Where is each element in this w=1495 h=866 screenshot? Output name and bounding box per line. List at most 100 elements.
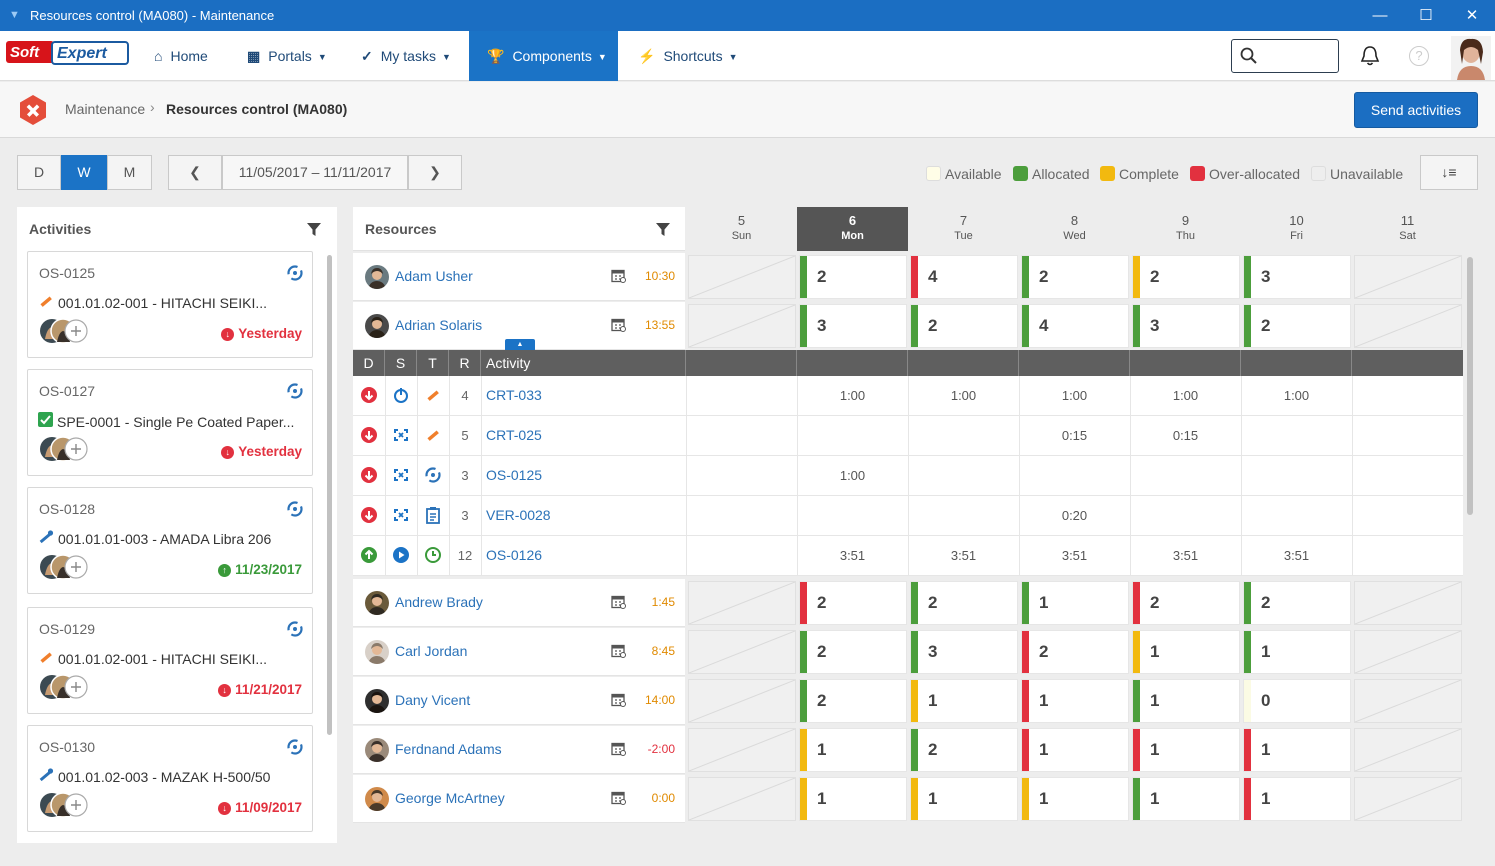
resource-name[interactable]: Carl Jordan <box>395 643 468 659</box>
user-avatar[interactable] <box>1451 36 1491 80</box>
allocation-cell[interactable]: 0 <box>1243 679 1351 723</box>
search-input[interactable] <box>1231 39 1339 73</box>
nav-portals[interactable]: ▦ Portals ▼ <box>247 31 327 81</box>
allocation-cell[interactable]: 3 <box>1243 255 1351 299</box>
activity-link[interactable]: VER-0028 <box>486 507 551 523</box>
allocation-cell[interactable]: 2 <box>799 679 907 723</box>
allocation-cell[interactable]: 1 <box>1132 630 1240 674</box>
filter-icon[interactable] <box>307 223 321 237</box>
allocation-cell[interactable]: 1 <box>1132 777 1240 821</box>
allocation-cell[interactable]: 4 <box>910 255 1018 299</box>
allocation-cell[interactable]: 2 <box>1132 581 1240 625</box>
allocation-cell[interactable]: 2 <box>1243 581 1351 625</box>
resource-name[interactable]: Ferdnand Adams <box>395 741 502 757</box>
nav-shortcuts[interactable]: ⚡ Shortcuts ▼ <box>638 31 738 81</box>
filter-icon[interactable] <box>656 223 670 237</box>
team-avatars[interactable] <box>39 554 89 580</box>
activity-card[interactable]: OS-0127 SPE-0001 - Single Pe Coated Paper… <box>27 369 313 476</box>
allocation-cell[interactable]: 3 <box>1132 304 1240 348</box>
collapse-activities-tab[interactable]: ▲ <box>505 339 535 350</box>
activity-row[interactable]: 3 OS-0125 1:00 <box>353 456 1463 496</box>
allocation-cell[interactable]: 1 <box>910 679 1018 723</box>
resource-name[interactable]: Adrian Solaris <box>395 317 483 333</box>
allocation-cell[interactable]: 1 <box>1243 777 1351 821</box>
allocation-cell[interactable]: 1 <box>910 777 1018 821</box>
view-month-button[interactable]: M <box>107 155 152 190</box>
bell-icon[interactable] <box>1360 45 1380 67</box>
grid-scrollbar[interactable] <box>1467 257 1473 515</box>
day-header[interactable]: 6 Mon <box>797 207 908 251</box>
allocation-cell[interactable]: 1 <box>1021 679 1129 723</box>
allocation-cell[interactable]: 2 <box>910 728 1018 772</box>
allocation-cell[interactable]: 3 <box>910 630 1018 674</box>
calendar-icon[interactable] <box>611 643 626 658</box>
resource-name[interactable]: George McArtney <box>395 790 505 806</box>
allocation-cell[interactable]: 4 <box>1021 304 1129 348</box>
allocation-cell[interactable]: 2 <box>1132 255 1240 299</box>
allocation-cell[interactable]: 1 <box>1243 630 1351 674</box>
day-header[interactable]: 9 Thu <box>1130 207 1241 251</box>
allocation-cell[interactable]: 2 <box>910 304 1018 348</box>
sort-button[interactable]: ↓≡ <box>1420 155 1478 190</box>
breadcrumb-parent[interactable]: Maintenance <box>65 101 146 117</box>
calendar-icon[interactable] <box>611 594 626 609</box>
allocation-cell[interactable]: 1 <box>1243 728 1351 772</box>
resource-name[interactable]: Dany Vicent <box>395 692 471 708</box>
calendar-icon[interactable] <box>611 692 626 707</box>
day-header[interactable]: 11 Sat <box>1352 207 1463 251</box>
help-icon[interactable]: ? <box>1409 46 1429 66</box>
team-avatars[interactable] <box>39 674 89 700</box>
allocation-cell[interactable]: 3 <box>799 304 907 348</box>
day-header[interactable]: 7 Tue <box>908 207 1019 251</box>
day-header[interactable]: 8 Wed <box>1019 207 1130 251</box>
allocation-cell[interactable]: 1 <box>1132 728 1240 772</box>
nav-home[interactable]: ⌂ Home <box>154 31 208 81</box>
activity-card[interactable]: OS-0125 001.01.02-001 - HITACHI SEIKI... ↓… <box>27 251 313 358</box>
allocation-cell[interactable]: 1 <box>1021 581 1129 625</box>
close-button[interactable]: ✕ <box>1465 7 1479 24</box>
minimize-button[interactable]: — <box>1372 7 1388 24</box>
team-avatars[interactable] <box>39 436 89 462</box>
allocation-cell[interactable]: 2 <box>1243 304 1351 348</box>
allocation-cell[interactable]: 1 <box>799 728 907 772</box>
maximize-button[interactable]: ☐ <box>1419 7 1433 24</box>
activity-link[interactable]: OS-0125 <box>486 467 543 483</box>
calendar-icon[interactable] <box>611 268 626 283</box>
calendar-icon[interactable] <box>611 317 626 332</box>
activities-scrollbar[interactable] <box>327 255 332 735</box>
activity-link[interactable]: OS-0126 <box>486 547 543 563</box>
day-header[interactable]: 10 Fri <box>1241 207 1352 251</box>
activity-row[interactable]: 3 VER-0028 0:20 <box>353 496 1463 536</box>
activity-card[interactable]: OS-0130 001.01.02-003 - MAZAK H-500/50 ↓ 11… <box>27 725 313 832</box>
allocation-cell[interactable]: 1 <box>1132 679 1240 723</box>
allocation-cell[interactable]: 2 <box>799 255 907 299</box>
allocation-cell[interactable]: 2 <box>910 581 1018 625</box>
allocation-cell[interactable]: 1 <box>799 777 907 821</box>
allocation-cell[interactable]: 2 <box>799 630 907 674</box>
resource-name[interactable]: Adam Usher <box>395 268 473 284</box>
next-week-button[interactable]: ❯ <box>408 155 462 190</box>
resource-name[interactable]: Andrew Brady <box>395 594 483 610</box>
date-range[interactable]: 11/05/2017 – 11/11/2017 <box>222 155 408 190</box>
allocation-cell[interactable]: 1 <box>1021 728 1129 772</box>
activity-card[interactable]: OS-0129 001.01.02-001 - HITACHI SEIKI... ↓… <box>27 607 313 714</box>
allocation-cell[interactable]: 1 <box>1021 777 1129 821</box>
day-header[interactable]: 5 Sun <box>686 207 797 251</box>
nav-components[interactable]: 🏆 Components ▼ <box>469 31 618 81</box>
calendar-icon[interactable] <box>611 790 626 805</box>
allocation-cell[interactable]: 2 <box>1021 255 1129 299</box>
activity-row[interactable]: 4 CRT-033 1:00 1:00 1:00 1:00 1:00 <box>353 376 1463 416</box>
send-activities-button[interactable]: Send activities <box>1354 92 1478 128</box>
activity-row[interactable]: 12 OS-0126 3:51 3:51 3:51 3:51 3:51 <box>353 536 1463 576</box>
view-day-button[interactable]: D <box>17 155 61 190</box>
view-week-button[interactable]: W <box>61 155 107 190</box>
team-avatars[interactable] <box>39 318 89 344</box>
allocation-cell[interactable]: 2 <box>799 581 907 625</box>
activity-row[interactable]: 5 CRT-025 0:15 0:15 <box>353 416 1463 456</box>
nav-my-tasks[interactable]: ✓ My tasks ▼ <box>361 31 451 81</box>
calendar-icon[interactable] <box>611 741 626 756</box>
activity-link[interactable]: CRT-025 <box>486 427 542 443</box>
allocation-cell[interactable]: 2 <box>1021 630 1129 674</box>
team-avatars[interactable] <box>39 792 89 818</box>
prev-week-button[interactable]: ❮ <box>168 155 222 190</box>
